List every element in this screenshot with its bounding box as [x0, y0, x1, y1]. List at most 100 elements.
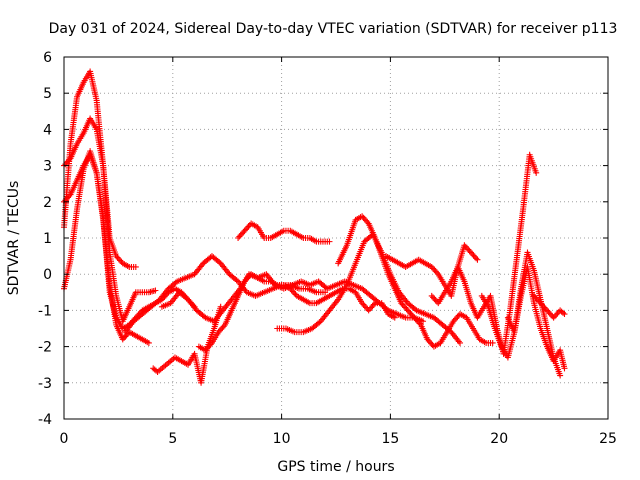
data-point-marker — [245, 223, 252, 230]
data-point-marker — [238, 230, 245, 237]
data-point-marker — [244, 275, 251, 282]
data-point-marker — [236, 233, 243, 240]
data-point-marker — [216, 327, 223, 334]
data-point-marker — [119, 336, 126, 343]
data-point-marker — [361, 303, 368, 310]
data-point-marker — [219, 324, 226, 331]
data-point-marker — [541, 304, 548, 311]
data-point-marker — [432, 297, 439, 304]
data-point-marker — [537, 300, 544, 307]
data-point-marker — [469, 250, 476, 257]
data-point-marker — [363, 304, 370, 311]
data-point-marker — [450, 318, 457, 325]
data-point-marker — [242, 276, 249, 283]
data-point-marker — [546, 310, 553, 317]
data-point-marker — [288, 287, 295, 294]
data-point-marker — [463, 245, 470, 252]
data-point-marker — [554, 310, 561, 317]
data-point-marker — [461, 242, 468, 249]
data-point-marker — [424, 336, 431, 343]
y-tick-label: -3 — [38, 376, 52, 392]
data-point-marker — [63, 159, 70, 166]
data-point-marker — [289, 288, 296, 295]
data-point-marker — [361, 216, 368, 223]
data-point-marker — [542, 305, 549, 312]
y-tick-label: -4 — [38, 412, 52, 428]
data-point-marker — [152, 287, 159, 294]
data-point-marker — [359, 300, 366, 307]
data-point-marker — [391, 314, 398, 321]
data-point-marker — [287, 285, 294, 292]
y-tick-label: 1 — [43, 231, 52, 247]
data-point-marker — [132, 263, 139, 270]
data-point-marker — [369, 303, 376, 310]
data-point-marker — [245, 274, 252, 281]
data-point-marker — [404, 307, 411, 314]
data-point-marker — [366, 305, 373, 312]
data-point-marker — [360, 301, 367, 308]
data-point-marker — [398, 300, 405, 307]
data-point-marker — [557, 372, 564, 379]
data-point-marker — [534, 297, 541, 304]
data-point-marker — [545, 308, 552, 315]
data-point-marker — [291, 290, 298, 297]
data-point-marker — [428, 292, 435, 299]
data-point-marker — [215, 329, 222, 336]
data-point-marker — [408, 311, 415, 318]
series-track-8 — [235, 220, 333, 245]
data-point-marker — [363, 217, 370, 224]
data-point-marker — [457, 339, 464, 346]
data-point-marker — [121, 334, 128, 341]
data-point-marker — [64, 194, 71, 201]
data-point-marker — [467, 249, 474, 256]
data-point-marker — [532, 294, 539, 301]
data-point-marker — [553, 311, 560, 318]
data-point-marker — [453, 315, 460, 322]
x-tick-label: 20 — [490, 431, 508, 447]
data-point-marker — [242, 226, 249, 233]
data-point-marker — [474, 256, 481, 263]
data-point-marker — [62, 197, 69, 204]
data-point-marker — [399, 301, 406, 308]
data-point-marker — [462, 243, 469, 250]
series-track-14 — [504, 263, 568, 372]
data-point-marker — [561, 365, 568, 372]
data-point-marker — [117, 257, 124, 264]
data-point-marker — [538, 301, 545, 308]
data-point-marker — [454, 313, 461, 320]
data-point-marker — [220, 323, 227, 330]
y-tick-label: -1 — [38, 303, 52, 319]
x-tick-label: 0 — [60, 431, 69, 447]
x-tick-label: 15 — [381, 431, 399, 447]
data-point-marker — [237, 232, 244, 239]
data-point-marker — [400, 303, 407, 310]
ticks-layer: 0 5 10 15 20 25 -4 -3 -2 -1 0 1 2 3 4 5 6 — [38, 50, 617, 447]
data-point-marker — [561, 311, 568, 318]
data-point-marker — [365, 307, 372, 314]
data-point-marker — [415, 318, 422, 325]
data-point-marker — [115, 255, 122, 262]
data-point-marker — [218, 326, 225, 333]
data-point-marker — [364, 219, 371, 226]
data-point-marker — [62, 161, 69, 168]
series-track-5 — [121, 253, 329, 336]
series-track-16 — [150, 303, 224, 386]
data-point-marker — [432, 268, 439, 275]
data-point-marker — [533, 169, 540, 176]
grid-layer — [64, 57, 608, 419]
data-point-marker — [536, 298, 543, 305]
y-axis-label: SDTVAR / TECUs — [6, 181, 22, 296]
y-tick-label: 4 — [43, 122, 52, 138]
data-point-marker — [412, 316, 419, 323]
data-point-marker — [420, 318, 427, 325]
points-layer — [61, 68, 568, 386]
data-point-marker — [470, 252, 477, 259]
series-track-9 — [274, 231, 464, 346]
data-point-marker — [360, 214, 367, 221]
data-point-marker — [241, 278, 248, 285]
y-tick-label: 6 — [43, 50, 52, 66]
data-point-marker — [145, 339, 152, 346]
x-axis-label: GPS time / hours — [277, 459, 394, 475]
